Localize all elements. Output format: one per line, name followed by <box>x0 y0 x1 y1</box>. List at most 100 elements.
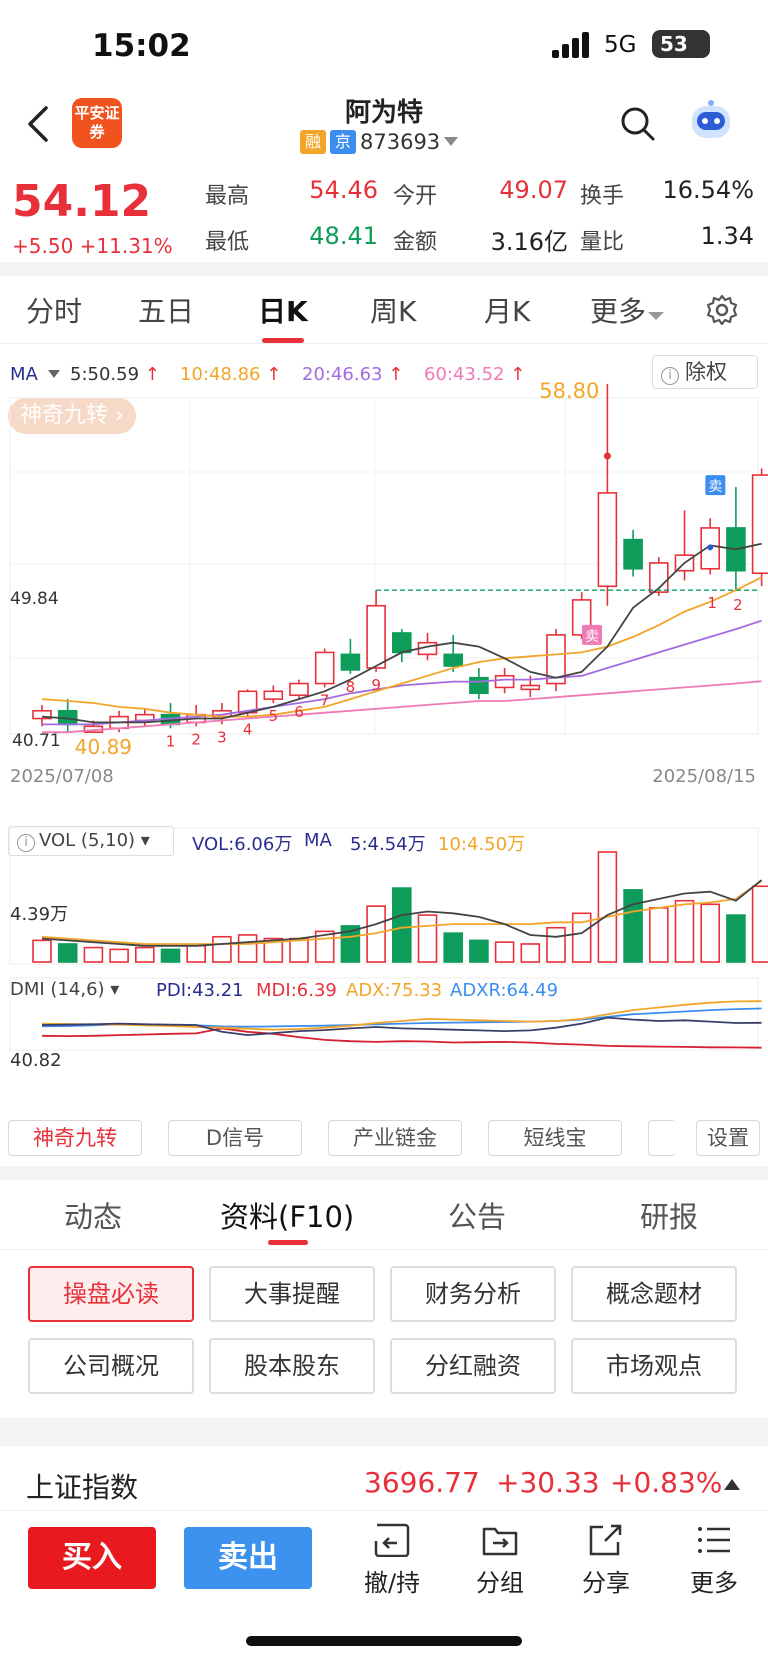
info-tabs: 动态 资料(F10) 公告 研报 <box>0 1180 768 1250</box>
tool-short-term[interactable]: 短线宝 <box>488 1120 622 1156</box>
index-change: +30.33 <box>496 1466 600 1499</box>
volume-bar <box>443 932 464 963</box>
field-label-low: 最低 <box>205 230 250 255</box>
field-label-open: 今开 <box>393 184 438 209</box>
index-name: 上证指数 <box>26 1471 139 1504</box>
btn-major-events[interactable]: 大事提醒 <box>209 1266 375 1322</box>
tab-more[interactable]: 更多 <box>590 290 665 330</box>
cancel-hold-label: 撤/持 <box>363 1569 421 1597</box>
gear-icon[interactable] <box>706 294 738 326</box>
tool-settings[interactable]: 设置 <box>696 1120 760 1156</box>
volume-bar <box>494 941 515 963</box>
field-value-low: 48.41 <box>309 222 378 250</box>
field-label-turnover: 换手 <box>580 184 625 209</box>
battery-icon: 53 <box>652 30 710 58</box>
tool-more-partial[interactable] <box>648 1120 676 1156</box>
ma60-line <box>42 680 762 734</box>
index-ticker[interactable]: 上证指数 3696.77 +30.33 +0.83% <box>0 1454 768 1510</box>
up-arrow-icon: ↑ <box>382 364 404 385</box>
bottom-action-bar: 买入 卖出 撤/持 分组 分享 更多 <box>0 1510 768 1662</box>
divider <box>0 1418 768 1446</box>
vol-ma-label: MA <box>304 830 332 851</box>
dmi-pdi: PDI:43.21 <box>156 980 244 1001</box>
tab-five-day[interactable]: 五日 <box>138 295 195 328</box>
vol-ma5: 5:4.54万 <box>350 834 426 855</box>
ma5-value: 5:50.59 <box>70 364 140 385</box>
tab-monthly-k[interactable]: 月K <box>484 295 531 328</box>
sell-signal-text: 卖 <box>585 629 599 645</box>
volume-bar <box>546 926 566 963</box>
field-value-high: 54.46 <box>309 176 378 204</box>
status-bar: 15:02 5G 53 <box>0 0 768 92</box>
stock-name: 阿为特 <box>344 98 423 128</box>
tab-announcements[interactable]: 公告 <box>448 1200 507 1234</box>
sell-signal-tag <box>705 475 726 496</box>
candle-body <box>469 676 489 695</box>
sell-button[interactable]: 卖出 <box>184 1527 312 1589</box>
field-value-open: 49.07 <box>499 176 568 204</box>
group-button[interactable]: 分组 <box>460 1523 540 1598</box>
buy-button[interactable]: 买入 <box>28 1527 156 1589</box>
menu-icon <box>698 1527 730 1553</box>
btn-shareholders[interactable]: 股本股东 <box>209 1338 375 1394</box>
dmi-panel-frame <box>9 977 759 1051</box>
fuquan-button[interactable]: i 除权 <box>652 355 758 389</box>
nine-turn-number: 2 <box>733 596 743 614</box>
nine-turn-badge[interactable]: 神奇九转 › <box>8 398 136 434</box>
candle-body <box>597 492 618 588</box>
btn-market-views[interactable]: 市场观点 <box>571 1338 737 1394</box>
ma60-legend: 60:43.52 ↑ <box>424 364 525 385</box>
tab-weekly-k[interactable]: 周K <box>370 295 417 328</box>
group-label: 分组 <box>476 1569 524 1597</box>
back-arrow-icon[interactable] <box>26 106 50 142</box>
tab-research[interactable]: 研报 <box>640 1200 699 1234</box>
pdi-line <box>41 1016 762 1037</box>
volume-bar <box>648 907 669 963</box>
share-label: 分享 <box>582 1569 630 1597</box>
tab-more-label: 更多 <box>590 295 647 328</box>
date-start-label: 2025/07/08 <box>10 766 114 787</box>
caret-down-icon: ▾ <box>140 830 150 851</box>
low-price-label: 40.89 <box>75 735 132 759</box>
tool-industry-chain[interactable]: 产业链金 <box>328 1120 462 1156</box>
nine-turn-number: 2 <box>191 730 201 748</box>
ma10-legend: 10:48.86 ↑ <box>180 364 281 385</box>
search-icon[interactable] <box>620 106 656 142</box>
btn-dividends[interactable]: 分红融资 <box>390 1338 556 1394</box>
vol-indicator-selector[interactable]: i VOL (5,10) ▾ <box>8 826 174 856</box>
caret-up-icon <box>724 1479 740 1490</box>
tab-intraday[interactable]: 分时 <box>26 295 83 328</box>
vol-ma10: 10:4.50万 <box>438 834 526 855</box>
btn-financial-analysis[interactable]: 财务分析 <box>390 1266 556 1322</box>
undo-icon <box>374 1523 410 1557</box>
ma10-value: 10:48.86 <box>180 364 261 385</box>
vol-value: VOL:6.06万 <box>192 834 293 855</box>
ma20-value: 20:46.63 <box>302 364 383 385</box>
volume-bar <box>289 937 309 963</box>
ai-robot-icon[interactable] <box>686 98 736 146</box>
btn-concepts[interactable]: 概念题材 <box>571 1266 737 1322</box>
dmi-indicator-selector[interactable]: DMI (14,6) ▾ <box>8 976 132 1006</box>
tab-f10[interactable]: 资料(F10) <box>220 1200 355 1234</box>
btn-trading-must-read[interactable]: 操盘必读 <box>28 1266 194 1322</box>
ma5-legend: 5:50.59 ↑ <box>70 364 160 385</box>
tab-news[interactable]: 动态 <box>64 1200 123 1234</box>
tool-nine-turn[interactable]: 神奇九转 <box>8 1120 142 1156</box>
field-value-amount: 3.16亿 <box>490 228 568 256</box>
volume-bar <box>83 946 104 963</box>
nine-turn-number: 3 <box>217 728 227 746</box>
stock-code-line[interactable]: 融 京 873693 <box>300 128 459 156</box>
btn-company-overview[interactable]: 公司概况 <box>28 1338 194 1394</box>
quote-panel: 54.12 +5.50 +11.31% 最高 54.46 今开 49.07 换手… <box>0 162 768 262</box>
tool-d-signal[interactable]: D信号 <box>168 1120 302 1156</box>
candle-body <box>289 682 309 697</box>
candle-body <box>546 634 566 685</box>
volume-bar <box>726 914 746 963</box>
nine-turn-number: 7 <box>320 691 330 709</box>
cancel-hold-button[interactable]: 撤/持 <box>352 1523 432 1598</box>
share-button[interactable]: 分享 <box>566 1523 646 1598</box>
tab-daily-k[interactable]: 日K <box>258 295 308 328</box>
more-button[interactable]: 更多 <box>674 1523 754 1598</box>
volume-bars <box>32 851 768 963</box>
